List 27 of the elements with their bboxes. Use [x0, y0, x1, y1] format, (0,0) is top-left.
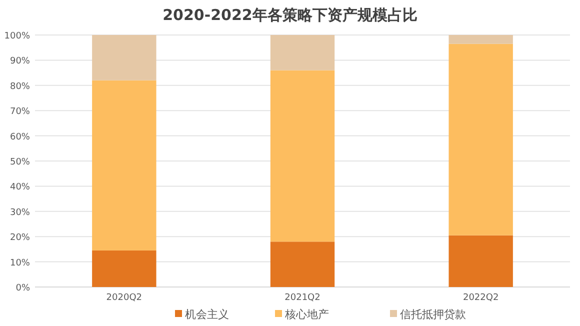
x-tick-label: 2021Q2	[284, 293, 320, 303]
y-tick-label: 80%	[10, 82, 30, 92]
bar	[92, 250, 156, 287]
y-tick-label: 20%	[10, 233, 30, 244]
bar	[92, 35, 156, 80]
y-tick-label: 0%	[16, 284, 30, 294]
y-tick-label: 70%	[10, 107, 30, 118]
bar	[270, 70, 335, 242]
bar	[448, 44, 513, 236]
legend-label: 机会主义	[185, 308, 229, 321]
chart-title: 2020-2022年各策略下资产规模占比	[162, 6, 418, 24]
x-tick-label: 2022Q2	[462, 293, 499, 303]
y-tick-label: 10%	[10, 258, 30, 268]
legend-label: 信托抵押贷款	[400, 308, 466, 321]
y-tick-label: 60%	[10, 132, 30, 142]
bar	[270, 35, 335, 70]
y-tick-label: 30%	[10, 208, 30, 218]
y-tick-label: 100%	[4, 32, 30, 42]
bar	[92, 80, 156, 250]
bar	[448, 235, 513, 287]
bar	[270, 242, 335, 287]
x-tick-label: 2020Q2	[106, 293, 142, 303]
y-tick-label: 90%	[10, 56, 30, 67]
bar	[448, 35, 513, 44]
y-tick-label: 40%	[10, 182, 30, 193]
y-tick-label: 50%	[10, 158, 30, 168]
legend-label: 核心地产	[284, 308, 329, 321]
